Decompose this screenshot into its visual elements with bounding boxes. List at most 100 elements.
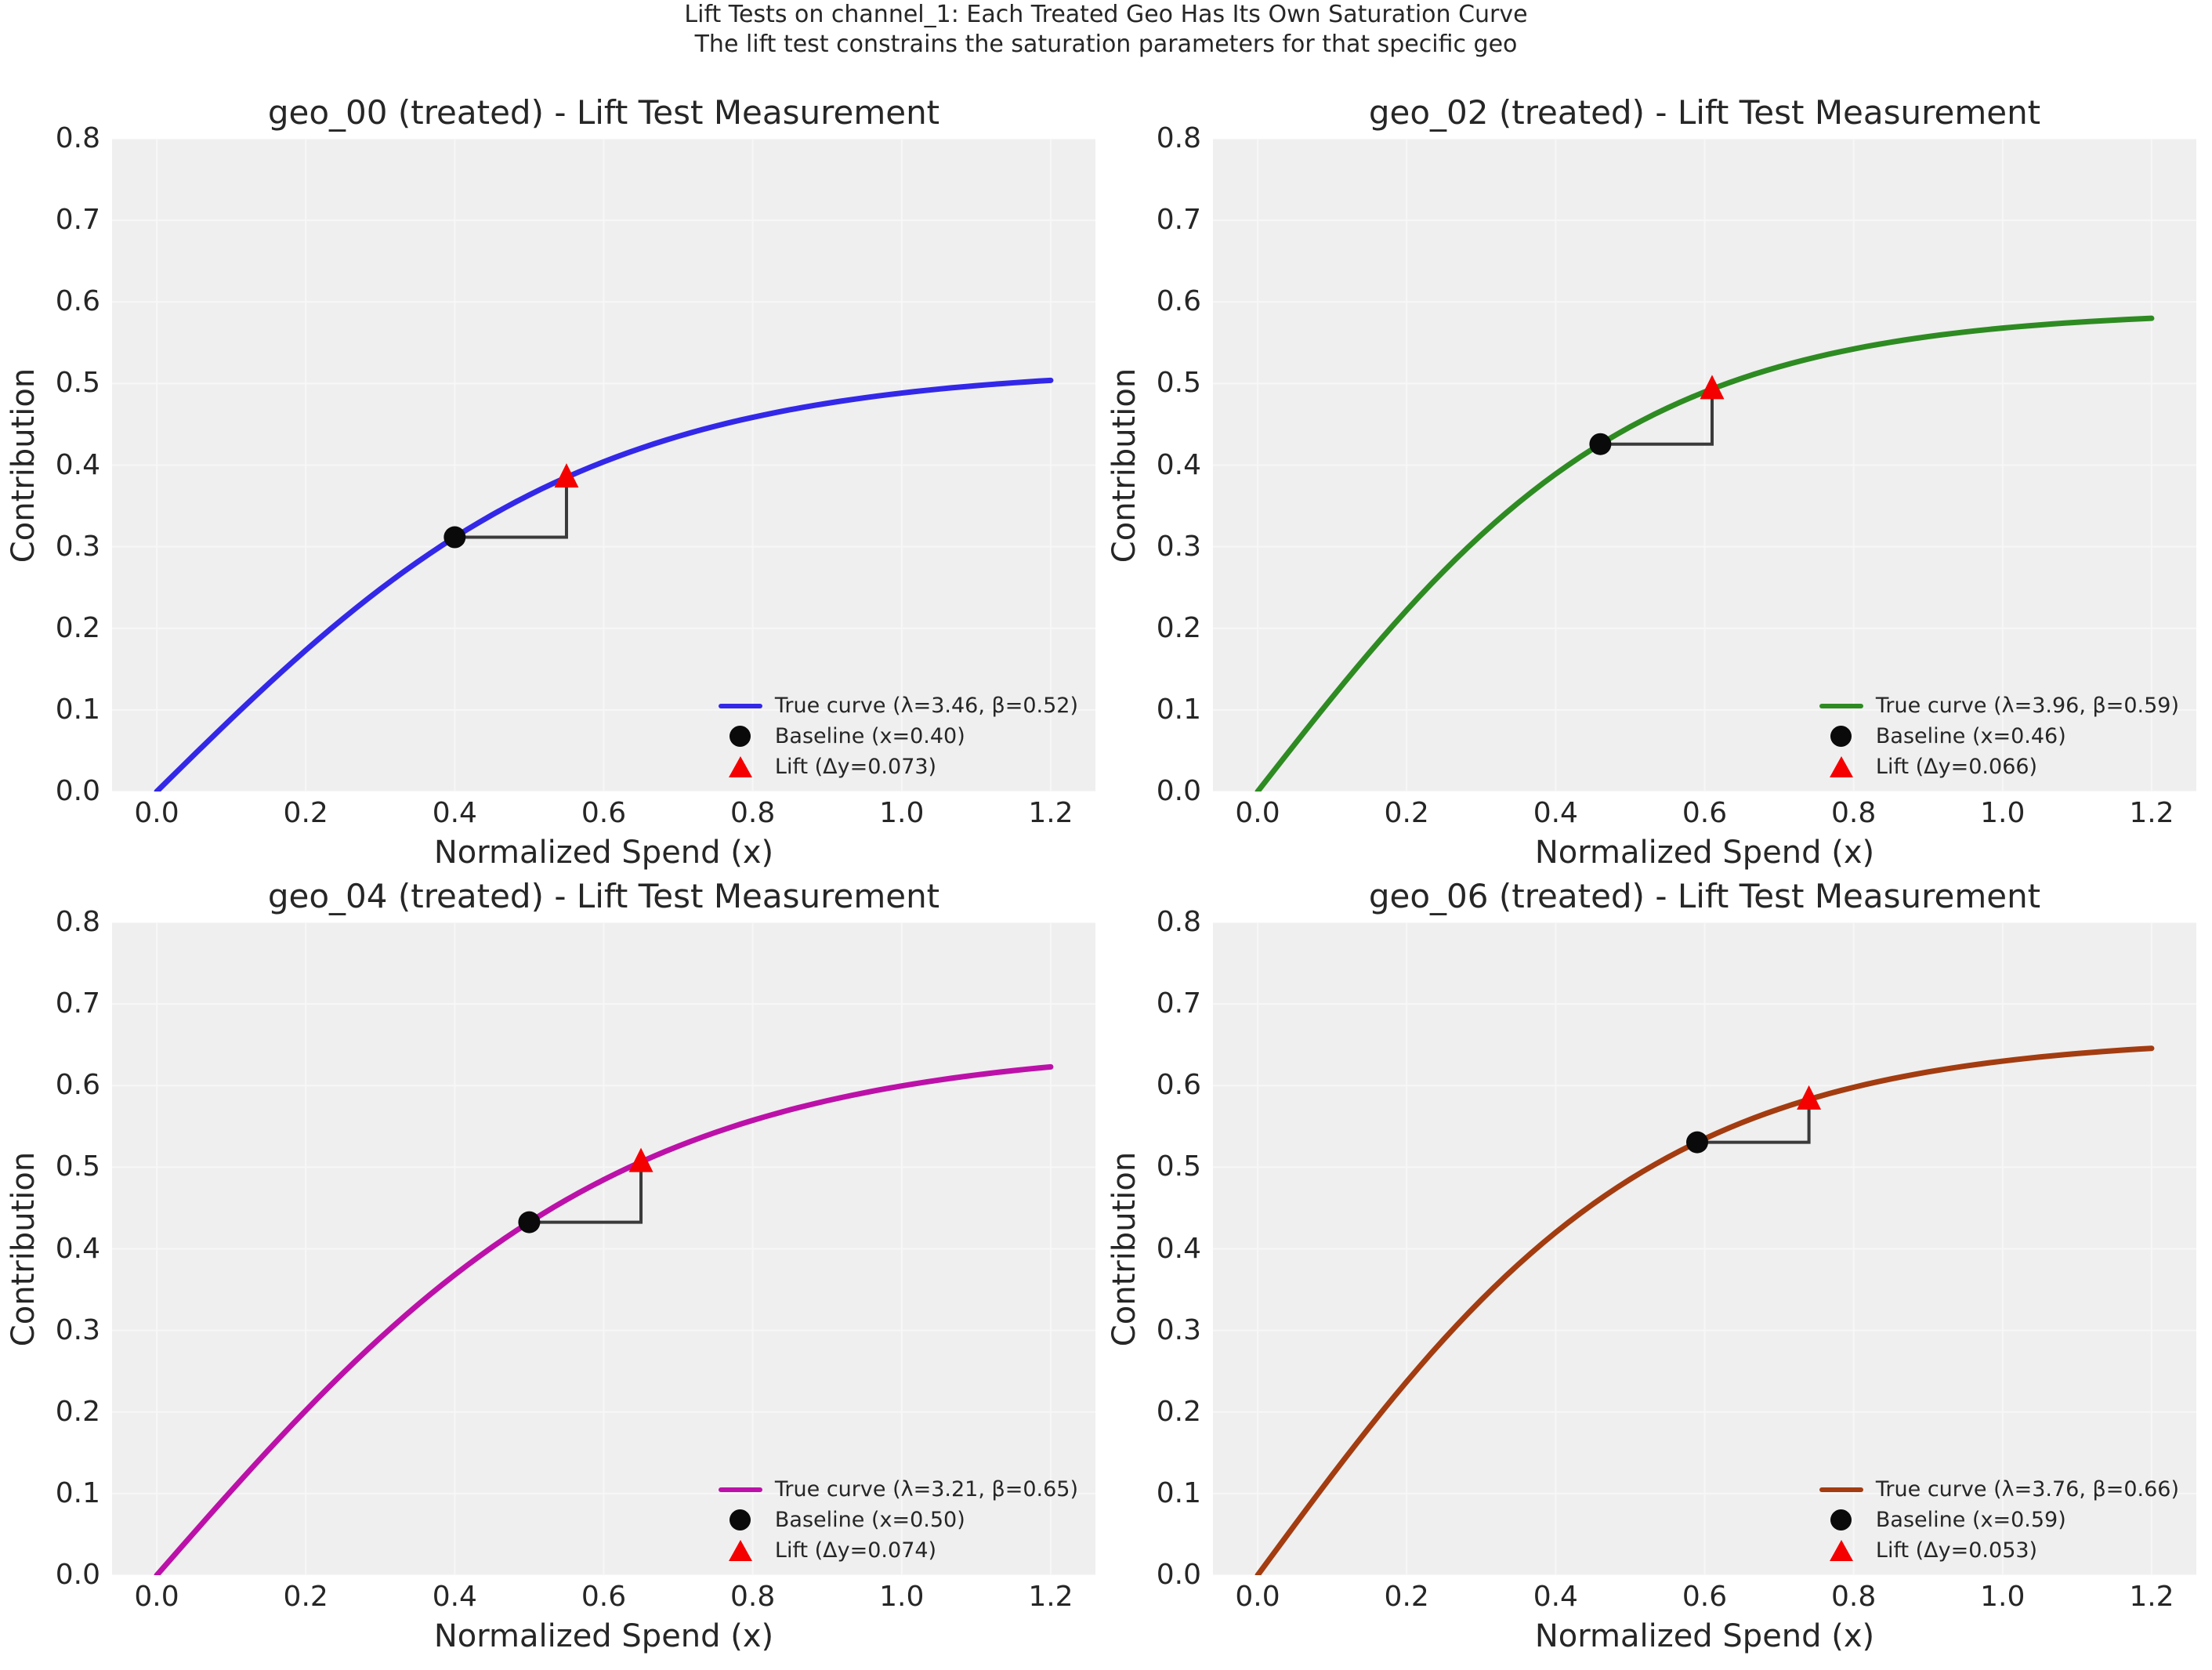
legend-label: Baseline (x=0.50) [774, 1508, 965, 1532]
y-tick-label: 0.8 [1156, 906, 1201, 938]
legend-geo_06: True curve (λ=3.76, β=0.66) Baseline (x=0… [1813, 1474, 2179, 1566]
lift-marker [1797, 1085, 1822, 1110]
axes-geo_00: True curve (λ=3.46, β=0.52) Baseline (x=0… [112, 139, 1095, 792]
y-tick-label: 0.3 [1156, 1313, 1201, 1346]
x-tick-label: 1.0 [879, 797, 925, 829]
lift-connector [1696, 1099, 1811, 1144]
y-tick-label: 0.0 [1156, 1559, 1201, 1591]
legend-item-triangle: Lift (Δy=0.066) [1813, 752, 2179, 782]
baseline-marker [1589, 433, 1612, 455]
legend-label: True curve (λ=3.76, β=0.66) [1875, 1477, 2179, 1502]
y-tick-label: 0.2 [55, 611, 100, 644]
y-tick-label: 0.5 [1156, 367, 1201, 400]
x-axis-label: Normalized Spend (x) [433, 1618, 774, 1654]
legend-line-swatch [718, 703, 762, 708]
legend-circle-swatch [1830, 1509, 1852, 1531]
plot-svg [112, 922, 1095, 1575]
y-tick-label: 0.7 [1156, 987, 1201, 1020]
x-tick-label: 0.8 [1831, 797, 1877, 829]
y-tick-label: 0.6 [55, 285, 100, 318]
y-tick-label: 0.0 [55, 775, 100, 807]
legend-label: Baseline (x=0.40) [774, 724, 965, 748]
y-tick-label: 0.3 [1156, 530, 1201, 563]
y-tick-label: 0.5 [1156, 1150, 1201, 1183]
x-tick-label: 0.6 [581, 1581, 627, 1613]
y-tick-label: 0.6 [1156, 285, 1201, 318]
legend-circle-swatch [1813, 1509, 1870, 1531]
x-tick-label: 0.8 [730, 797, 776, 829]
legend-line-swatch [1819, 1487, 1863, 1492]
suptitle-line-2: The lift test constrains the saturation … [694, 31, 1518, 58]
x-tick-label: 0.8 [730, 1581, 776, 1613]
legend-label: Lift (Δy=0.053) [1875, 1538, 2038, 1563]
subplot-title-geo_02: geo_02 (treated) - Lift Test Measurement [1368, 93, 2041, 132]
x-tick-label: 0.4 [1533, 1581, 1578, 1613]
x-tick-label: 0.0 [1235, 797, 1280, 829]
legend-triangle-swatch [1829, 1540, 1853, 1561]
legend-item-triangle: Lift (Δy=0.074) [712, 1535, 1078, 1566]
y-tick-label: 0.5 [55, 1150, 100, 1183]
lift-connector [454, 477, 568, 539]
legend-item-triangle: Lift (Δy=0.073) [712, 752, 1078, 782]
lift-connector [529, 1161, 643, 1224]
saturation-curve [154, 377, 1054, 792]
legend-item-line: True curve (λ=3.76, β=0.66) [1813, 1474, 2179, 1505]
legend-circle-swatch [729, 726, 751, 747]
legend-line-swatch [718, 1487, 762, 1492]
legend-circle-swatch [1813, 726, 1870, 747]
x-tick-label: 0.2 [283, 797, 328, 829]
y-tick-label: 0.6 [55, 1069, 100, 1102]
legend-geo_00: True curve (λ=3.46, β=0.52) Baseline (x=0… [712, 690, 1078, 782]
lift-marker [1700, 375, 1725, 400]
legend-triangle-swatch [728, 1540, 752, 1561]
legend-item-line: True curve (λ=3.46, β=0.52) [712, 690, 1078, 721]
y-tick-label: 0.0 [1156, 775, 1201, 807]
subplot-title-geo_00: geo_00 (treated) - Lift Test Measurement [267, 93, 940, 132]
legend-triangle-swatch [712, 1540, 769, 1561]
x-tick-label: 1.2 [2129, 797, 2174, 829]
lift-marker [628, 1147, 653, 1172]
x-tick-label: 0.8 [1831, 1581, 1877, 1613]
subplot-title-geo_06: geo_06 (treated) - Lift Test Measurement [1368, 877, 2041, 915]
x-axis-label: Normalized Spend (x) [1534, 1618, 1875, 1654]
legend-triangle-swatch [728, 756, 752, 777]
y-tick-label: 0.4 [55, 448, 100, 481]
x-axis-label: Normalized Spend (x) [433, 835, 774, 871]
legend-line-swatch [712, 703, 769, 708]
legend-item-line: True curve (λ=3.21, β=0.65) [712, 1474, 1078, 1505]
x-tick-label: 1.0 [1980, 1581, 2026, 1613]
legend-item-circle: Baseline (x=0.46) [1813, 721, 2179, 752]
legend-line-swatch [1819, 703, 1863, 708]
y-tick-label: 0.3 [55, 1313, 100, 1346]
y-tick-label: 0.4 [1156, 1232, 1201, 1265]
legend-triangle-swatch [1813, 756, 1870, 777]
plot-svg [112, 139, 1095, 792]
x-tick-label: 1.0 [1980, 797, 2026, 829]
legend-label: Lift (Δy=0.066) [1875, 755, 2038, 779]
y-tick-label: 0.1 [1156, 693, 1201, 726]
x-tick-label: 1.0 [879, 1581, 925, 1613]
y-tick-label: 0.0 [55, 1559, 100, 1591]
legend-label: True curve (λ=3.21, β=0.65) [774, 1477, 1078, 1502]
saturation-curve [154, 1063, 1054, 1575]
baseline-marker [443, 526, 466, 549]
y-axis-label: Contribution [1106, 368, 1142, 563]
x-tick-label: 1.2 [1028, 797, 1073, 829]
legend-circle-swatch [729, 1509, 751, 1531]
x-tick-label: 0.4 [432, 1581, 477, 1613]
axes-geo_06: True curve (λ=3.76, β=0.66) Baseline (x=0… [1213, 922, 2196, 1575]
legend-item-circle: Baseline (x=0.59) [1813, 1505, 2179, 1535]
plot-svg [1213, 922, 2196, 1575]
legend-triangle-swatch [1829, 756, 1853, 777]
legend-line-swatch [1813, 703, 1870, 708]
legend-triangle-swatch [1813, 1540, 1870, 1561]
y-tick-label: 0.2 [1156, 1395, 1201, 1428]
axes-geo_04: True curve (λ=3.21, β=0.65) Baseline (x=0… [112, 922, 1095, 1575]
y-tick-label: 0.8 [55, 122, 100, 154]
x-axis-label: Normalized Spend (x) [1534, 835, 1875, 871]
lift-connector [1600, 389, 1714, 446]
x-tick-label: 0.4 [1533, 797, 1578, 829]
y-tick-label: 0.5 [55, 367, 100, 400]
suptitle-line-1: Lift Tests on channel_1: Each Treated Ge… [684, 1, 1528, 28]
